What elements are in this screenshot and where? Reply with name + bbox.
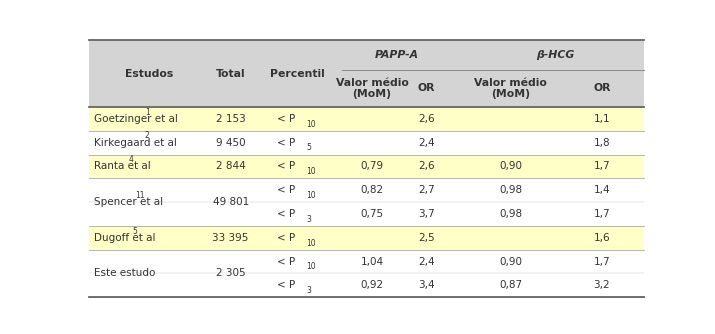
Text: 1,04: 1,04 [360,257,383,267]
Text: 2,6: 2,6 [418,161,435,171]
Text: < P: < P [277,209,295,219]
Text: < P: < P [277,138,295,148]
Text: 0,98: 0,98 [499,209,522,219]
Text: Goetzinger et al: Goetzinger et al [94,114,178,124]
Text: 0,98: 0,98 [499,185,522,195]
Bar [89,250,644,297]
Text: < P: < P [277,257,295,267]
Text: Valor médio
(MoM): Valor médio (MoM) [335,77,408,99]
Text: < P: < P [277,185,295,195]
Text: PAPP-A: PAPP-A [375,50,419,60]
Text: Kirkegaard et al: Kirkegaard et al [94,138,177,148]
Text: 2 844: 2 844 [216,161,245,171]
Text: Valor médio
(MoM): Valor médio (MoM) [474,77,547,99]
Text: 10: 10 [307,262,316,271]
Text: Total: Total [216,68,245,78]
Text: 10: 10 [307,167,316,176]
Bar [89,226,644,250]
Text: β-HCG: β-HCG [536,50,574,60]
Text: 0,92: 0,92 [360,280,383,290]
Text: < P: < P [277,233,295,243]
Text: 10: 10 [307,120,316,129]
Text: Este estudo: Este estudo [94,269,155,279]
Text: 3: 3 [307,286,312,295]
Text: 9 450: 9 450 [216,138,245,148]
Text: 5: 5 [307,143,312,152]
Text: 0,82: 0,82 [360,185,383,195]
Text: 2 153: 2 153 [216,114,245,124]
Text: 10: 10 [307,191,316,200]
Text: 11: 11 [135,191,145,200]
Text: 3: 3 [307,215,312,224]
Text: < P: < P [277,161,295,171]
Text: 4: 4 [129,155,134,164]
Text: 3,2: 3,2 [593,280,611,290]
Text: 1: 1 [145,108,149,117]
Text: 1,8: 1,8 [593,138,611,148]
Text: 2,4: 2,4 [418,257,435,267]
Text: Spencer et al: Spencer et al [94,197,163,207]
Text: 1,7: 1,7 [593,161,611,171]
Text: 3,7: 3,7 [418,209,435,219]
Bar [89,131,644,155]
Bar [89,155,644,178]
Text: Percentil: Percentil [270,68,325,78]
Text: 49 801: 49 801 [212,197,249,207]
Text: 2: 2 [145,132,149,141]
Text: 0,79: 0,79 [360,161,383,171]
Text: < P: < P [277,114,295,124]
Bar [89,40,644,107]
Text: 2,7: 2,7 [418,185,435,195]
Text: 2 305: 2 305 [216,269,245,279]
Text: 2,6: 2,6 [418,114,435,124]
Text: OR: OR [593,83,611,93]
Text: 0,90: 0,90 [499,161,522,171]
Text: 10: 10 [307,238,316,247]
Text: 0,75: 0,75 [360,209,383,219]
Text: 1,1: 1,1 [593,114,611,124]
Bar [89,107,644,131]
Text: 1,7: 1,7 [593,209,611,219]
Text: 3,4: 3,4 [418,280,435,290]
Text: 33 395: 33 395 [212,233,249,243]
Text: Estudos: Estudos [125,68,173,78]
Text: 2,4: 2,4 [418,138,435,148]
Text: 1,6: 1,6 [593,233,611,243]
Text: Dugoff et al: Dugoff et al [94,233,155,243]
Text: 2,5: 2,5 [418,233,435,243]
Text: 0,87: 0,87 [499,280,522,290]
Text: 1,4: 1,4 [593,185,611,195]
Text: OR: OR [418,83,435,93]
Text: < P: < P [277,280,295,290]
Bar [89,178,644,226]
Text: Ranta et al: Ranta et al [94,161,151,171]
Text: 1,7: 1,7 [593,257,611,267]
Text: 5: 5 [132,227,137,235]
Text: 0,90: 0,90 [499,257,522,267]
